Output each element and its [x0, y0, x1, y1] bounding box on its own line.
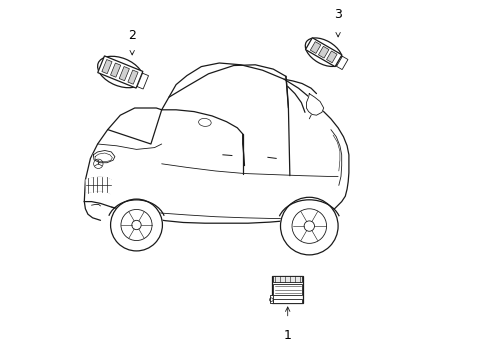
Text: 3: 3 — [333, 8, 341, 21]
Bar — [273, 276, 301, 282]
Circle shape — [110, 199, 162, 251]
Bar — [269, 295, 273, 303]
Circle shape — [280, 197, 337, 255]
Polygon shape — [98, 56, 142, 88]
Ellipse shape — [98, 56, 142, 88]
Text: 2: 2 — [128, 30, 136, 42]
Polygon shape — [128, 70, 138, 84]
Polygon shape — [305, 38, 341, 67]
Polygon shape — [93, 150, 115, 163]
Polygon shape — [119, 67, 129, 81]
Polygon shape — [306, 94, 323, 115]
Ellipse shape — [305, 38, 342, 67]
Bar — [273, 299, 301, 303]
Polygon shape — [326, 51, 336, 63]
Polygon shape — [336, 56, 347, 69]
Ellipse shape — [198, 118, 211, 126]
Polygon shape — [137, 73, 148, 89]
Polygon shape — [318, 46, 328, 58]
Text: 1: 1 — [283, 329, 291, 342]
Polygon shape — [110, 63, 121, 77]
Polygon shape — [102, 59, 112, 74]
Polygon shape — [310, 42, 320, 53]
Bar — [272, 276, 303, 303]
Bar — [273, 284, 301, 296]
Polygon shape — [86, 177, 111, 194]
Polygon shape — [84, 63, 348, 223]
